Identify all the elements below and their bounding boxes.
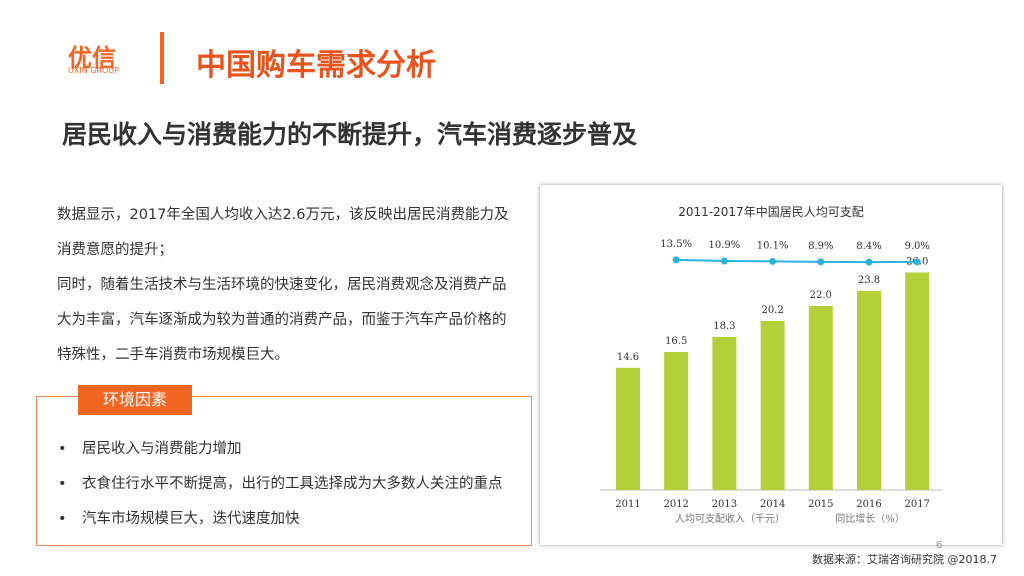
data-label: 16.5 (665, 336, 687, 347)
logo-text: 优信 (68, 44, 116, 72)
bar (616, 367, 640, 490)
data-label: 8.9% (808, 241, 833, 252)
point (913, 258, 921, 266)
box-title: 环境因素 (78, 385, 192, 415)
bar (664, 351, 689, 490)
x-tick-label: 2012 (663, 499, 688, 510)
point (817, 258, 825, 266)
data-label: 20.2 (761, 305, 783, 316)
data-label: 18.3 (713, 321, 735, 332)
x-tick-label: 2015 (808, 499, 833, 510)
bar (857, 290, 881, 490)
x-tick-label: 2011 (615, 499, 640, 510)
line (676, 258, 918, 264)
bullet-text: 居民收入与消费能力增加 (82, 441, 242, 457)
factor-box (36, 396, 532, 546)
x-tick-label: 2017 (904, 499, 929, 510)
legend-label: 人均可支配收入（千元） (675, 512, 785, 525)
bar (712, 336, 737, 490)
x-tick-label: 2016 (856, 499, 881, 510)
data-label: 13.5% (660, 239, 692, 250)
data-label: 14.6 (617, 352, 639, 363)
bullet-list: • 居民收入与消费能力增加 • 衣食住行水平不断提高，出行的工具选择成为大多数人关注… (58, 432, 503, 537)
bullet: • 衣食住行水平不断提高，出行的工具选择成为大多数人关注的重点 (58, 476, 503, 492)
bar (760, 320, 785, 490)
x-tick-label: 2013 (712, 499, 737, 510)
paragraph: 同时，随着生活技术与生活环境的快速变化，居民消费观念及消费产品大为丰富，汽车逐渐… (57, 277, 507, 363)
body-text: 数据显示，2017年全国人均收入达2.6万元，该反映出居民消费能力及消费意愿的提… (57, 198, 519, 373)
logo-subtext: UXIN GROUP (68, 66, 119, 75)
data-label: 23.8 (858, 275, 880, 286)
point (720, 257, 728, 265)
page-number: 6 (936, 540, 943, 551)
paragraph: 数据显示，2017年全国人均收入达2.6万元，该反映出居民消费能力及消费意愿的提… (57, 207, 509, 258)
data-label: 8.4% (856, 241, 881, 252)
bullet-text: 衣食住行水平不断提高，出行的工具选择成为大多数人关注的重点 (82, 476, 503, 492)
point (769, 257, 777, 265)
subtitle: 居民收入与消费能力的不断提升，汽车消费逐步普及 (62, 120, 638, 149)
page-title: 中国购车需求分析 (196, 48, 436, 83)
bullet: • 汽车市场规模巨大，迭代速度加快 (58, 511, 300, 527)
data-label: 9.0% (904, 241, 929, 252)
source: 数据来源：艾瑞咨询研究院 @2018.7 (812, 553, 997, 566)
data-label: 22.0 (810, 290, 832, 301)
point (865, 258, 873, 266)
divider (160, 32, 164, 84)
chart-title: 2011-2017年中国居民人均可支配 (678, 204, 863, 219)
data-label: 10.9% (709, 240, 741, 251)
legend-label: 同比增长（%） (835, 512, 905, 525)
bar (808, 305, 833, 490)
bullet: • 居民收入与消费能力增加 (58, 441, 242, 457)
chart: 2011-2017年中国居民人均可支配 2011 2012 2013 2014 2015… (600, 204, 942, 525)
chart-panel: 2011-2017年中国居民人均可支配 2011 2012 2013 2014 2015… (540, 185, 1002, 545)
point (672, 256, 680, 264)
bar (905, 272, 930, 490)
x-tick-label: 2014 (760, 499, 785, 510)
bullet-text: 汽车市场规模巨大，迭代速度加快 (82, 511, 300, 527)
data-label: 10.1% (757, 240, 789, 251)
